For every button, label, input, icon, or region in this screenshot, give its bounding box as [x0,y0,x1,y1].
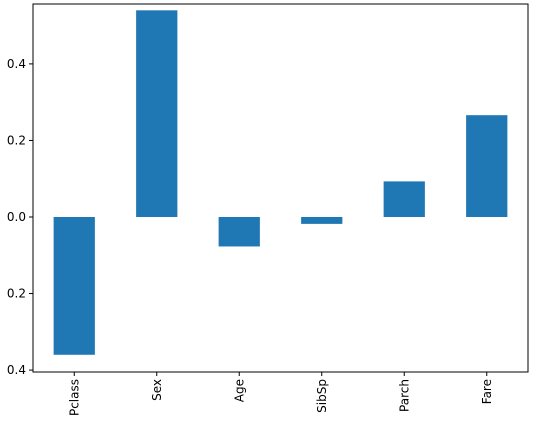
x-tick-label: Pclass [67,379,81,416]
x-tick-label: Sex [150,379,164,401]
x-tick-label: Parch [397,379,411,412]
y-tick-label: 0.4 [7,57,26,71]
bar-fare [466,115,508,217]
bar-sibsp [301,216,343,224]
bars-group [53,10,508,355]
bar-pclass [53,216,95,355]
bar-sex [136,10,178,217]
x-axis: Pclass Sex Age SibSp Parch Fare [67,372,494,416]
x-tick-label: Fare [480,379,494,404]
y-tick-label: 0.0 [7,210,26,224]
y-tick-label: 0.4 [7,363,26,377]
y-tick-label: 0.2 [7,133,26,147]
plot-area [32,3,529,373]
x-tick-label: Age [232,379,246,402]
x-tick-label: SibSp [315,379,329,413]
y-axis: 0.4 0.2 0.0 0.2 0.4 [7,57,33,377]
bar-parch [383,181,425,217]
bar-age [218,216,260,247]
y-tick-label: 0.2 [7,287,26,301]
